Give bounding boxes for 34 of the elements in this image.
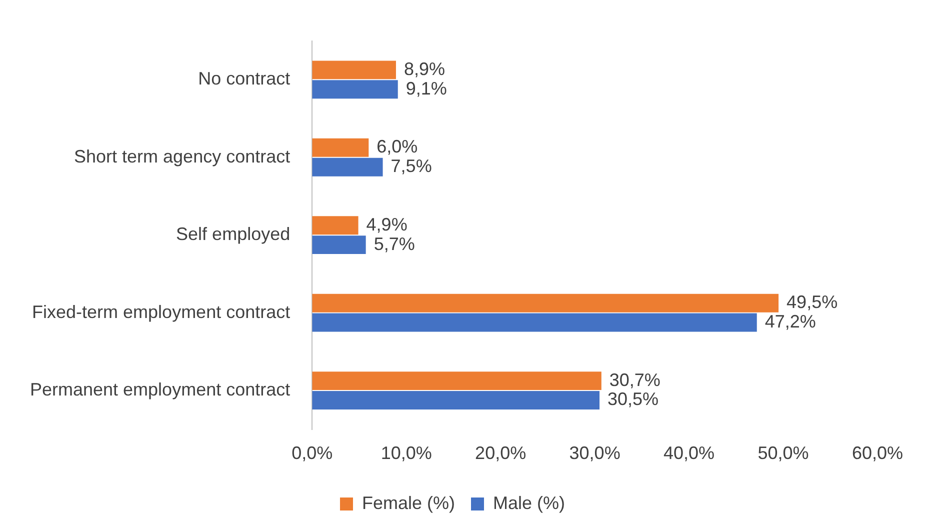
bar <box>312 294 779 312</box>
data-label: 9,1% <box>406 78 447 98</box>
bar <box>312 216 358 235</box>
legend-label: Male (%) <box>493 492 566 513</box>
y-tick-label: Short term agency contract <box>74 146 290 166</box>
data-label: 30,7% <box>609 370 660 390</box>
bar <box>312 60 396 80</box>
y-tick-label: Fixed-term employment contract <box>32 302 290 322</box>
bar <box>312 372 602 390</box>
x-tick-label: 60,0% <box>852 443 904 464</box>
data-label: 30,5% <box>608 389 659 410</box>
x-tick-label: 30,0% <box>569 443 620 464</box>
x-tick-label: 20,0% <box>475 443 526 464</box>
x-tick-label: 40,0% <box>664 443 715 464</box>
bar <box>312 391 600 410</box>
x-tick-label: 10,0% <box>380 443 432 464</box>
data-label: 8,9% <box>404 58 446 79</box>
data-label: 49,5% <box>786 292 838 312</box>
x-tick-label: 50,0% <box>758 443 809 464</box>
y-tick-label: No contract <box>198 68 290 89</box>
data-label: 7,5% <box>390 156 432 176</box>
bar <box>312 138 369 157</box>
bar <box>312 158 383 176</box>
bar <box>312 80 398 99</box>
y-tick-label: Self employed <box>176 224 290 244</box>
data-label: 6,0% <box>376 136 418 157</box>
y-tick-label: Permanent employment contract <box>30 380 290 400</box>
data-label: 47,2% <box>764 312 816 332</box>
data-label: 4,9% <box>366 214 408 234</box>
data-label: 5,7% <box>374 234 415 254</box>
legend-label: Female (%) <box>362 492 456 513</box>
bar <box>312 236 366 254</box>
x-tick-label: 0,0% <box>292 443 333 464</box>
bar <box>312 313 757 332</box>
